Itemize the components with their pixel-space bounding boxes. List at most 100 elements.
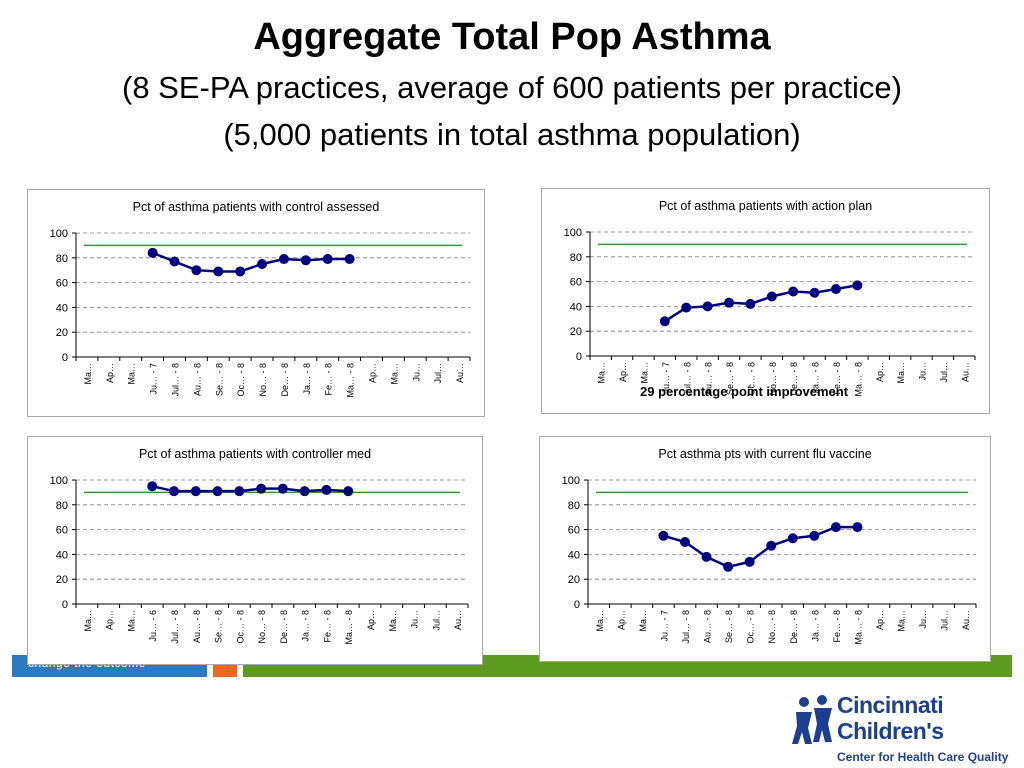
x-tick-label: Ma… [897,610,907,632]
chart-title: Pct asthma pts with current flu vaccine [658,447,871,461]
y-tick-label: 80 [568,500,580,512]
y-tick-label: 0 [576,351,582,363]
y-tick-label: 60 [56,278,68,290]
data-point [788,286,799,297]
x-tick-label: Ma… [83,363,93,385]
data-point [190,486,201,497]
y-tick-label: 0 [62,599,68,611]
x-tick-label: Ma… - 8 [344,610,354,645]
x-tick-label: Ju… - 7 [659,610,669,642]
data-point [321,484,332,495]
x-tick-label: Ju… [918,610,928,629]
data-point [658,530,669,541]
x-tick-label: Au… [453,610,463,630]
chart-svg-3: Pct asthma pts with current flu vaccine 0… [562,447,977,645]
data-point [277,483,288,494]
data-point [852,522,863,533]
data-point [702,301,713,312]
x-tick-label: Ma… - 8 [853,362,863,397]
data-point [724,297,735,308]
x-tick-label: Au… - 8 [192,363,202,396]
x-tick-label: Ma… - 8 [346,363,356,398]
data-point [213,266,224,277]
data-point [852,280,863,291]
x-tick-label: Oc… - 8 [746,362,756,396]
x-tick-label: Se… - 8 [214,363,224,396]
improvement-annotation: 29 percentage point improvement [640,384,849,399]
y-tick-label: 100 [50,475,68,487]
y-tick-label: 40 [56,549,68,561]
x-tick-label: Ma… [127,363,137,385]
data-point [169,256,180,267]
logo-line-2: Children's [837,718,944,744]
x-tick-label: Ju… [411,363,421,382]
chart-svg-1: Pct of asthma patients with action plan 0… [564,199,976,397]
x-tick-label: Jul… [939,362,949,383]
data-point [300,255,311,266]
x-tick-label: Ap… [875,610,885,630]
x-tick-label: Au… - 8 [192,610,202,643]
x-tick-label: Ap… [105,363,115,383]
chart-svg-2: Pct of asthma patients with controller m… [50,447,469,645]
data-point [680,537,690,547]
x-tick-label: Se… - 8 [214,610,224,643]
x-tick-label: No… - 8 [767,610,777,644]
data-point [343,486,354,497]
chart-panel-flu-vaccine: Pct asthma pts with current flu vaccine 0… [539,436,991,662]
series-line [152,251,350,273]
x-tick-label: Se… - 8 [725,362,735,395]
x-tick-label: Ap… [616,610,626,630]
y-tick-label: 100 [562,475,580,487]
data-point [256,483,267,494]
x-tick-label: De… - 8 [279,610,289,644]
x-tick-label: Ma… [638,610,648,632]
data-point [257,259,268,269]
data-point [322,254,333,265]
data-point [191,265,202,276]
x-tick-label: No… - 8 [257,610,267,644]
data-point [809,287,820,298]
data-point [701,551,712,562]
x-tick-label: Ja… - 8 [301,610,311,642]
data-point [745,298,756,309]
x-tick-label: Ma… [83,610,93,632]
x-tick-label: Jul… - 8 [171,363,181,397]
x-tick-label: Ma… [388,610,398,632]
data-point [344,254,355,265]
x-tick-label: Ap… [618,362,628,382]
data-point [299,486,310,497]
series-line [663,525,858,569]
x-tick-label: Ma… [597,362,607,384]
cincinnati-childrens-logo: Cincinnati Children's Center for Health … [792,690,1017,768]
data-point [169,486,179,497]
x-tick-label: Se… - 8 [724,610,734,643]
x-tick-label: Au… - 8 [704,362,714,395]
x-tick-label: Jul… - 8 [170,610,180,644]
series-line [664,284,858,323]
y-tick-label: 60 [568,525,580,537]
data-point [809,530,820,541]
x-tick-label: Jul… [433,363,443,384]
x-tick-label: Ju… - 7 [661,362,671,394]
children-figure-icon [792,695,832,744]
series-line [151,484,349,493]
y-tick-label: 20 [56,327,68,339]
x-tick-label: No… - 8 [768,362,778,396]
slide-subtitle-practices: (8 SE-PA practices, average of 600 patie… [122,70,902,105]
x-tick-label: Ju… [918,362,928,381]
x-tick-label: Au… - 8 [703,610,713,643]
x-tick-label: Ma… - 8 [853,610,863,645]
data-point [830,522,841,533]
x-tick-label: Ma… [126,610,136,632]
x-tick-label: Jul… [431,610,441,631]
y-tick-label: 20 [570,326,582,338]
y-tick-label: 100 [50,228,68,240]
x-tick-label: No… - 8 [258,363,268,397]
x-tick-label: Ma… [896,362,906,384]
x-tick-label: De… - 8 [280,363,290,397]
slide-subtitle-population: (5,000 patients in total asthma populati… [223,117,801,152]
y-tick-label: 20 [56,574,68,586]
x-tick-label: Au… [961,610,971,630]
y-tick-label: 60 [56,525,68,537]
x-tick-label: Fe… - 8 [832,362,842,395]
